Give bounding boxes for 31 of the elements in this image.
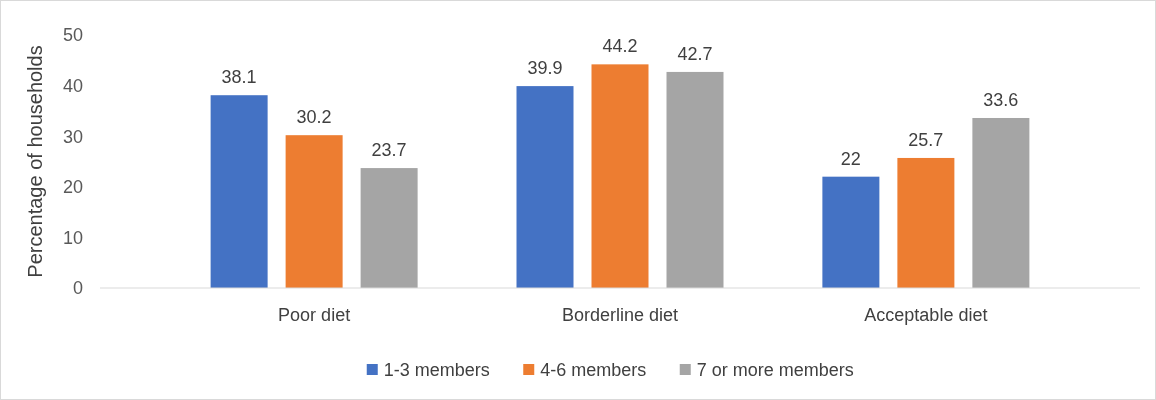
legend-label: 4-6 members: [540, 360, 647, 381]
x-tick-label: Poor diet: [278, 305, 351, 325]
y-tick-label: 20: [62, 177, 83, 198]
data-label: 30.2: [296, 107, 332, 128]
bar: [360, 168, 418, 288]
data-label: 42.7: [677, 43, 713, 64]
bar: [591, 64, 649, 288]
bar: [897, 157, 955, 288]
y-tick-label: 40: [62, 75, 83, 96]
y-tick-label: 30: [62, 126, 83, 147]
y-tick-label: 50: [62, 25, 83, 46]
data-label: 38.1: [221, 67, 257, 88]
legend-label: 7 or more members: [696, 360, 854, 381]
legend-label: 1-3 members: [383, 360, 490, 381]
bar: [666, 71, 724, 288]
y-axis-title: Percentage of households: [24, 45, 46, 278]
data-label: 44.2: [602, 36, 638, 57]
y-tick-label: 10: [62, 227, 83, 248]
data-label: 25.7: [908, 129, 944, 150]
bar: [972, 117, 1030, 288]
bar: [285, 135, 343, 288]
bar: [822, 176, 880, 288]
data-label: 39.9: [527, 58, 563, 79]
y-tick-label: 0: [72, 278, 83, 299]
data-label: 33.6: [983, 89, 1019, 110]
x-tick-label: Acceptable diet: [864, 305, 988, 325]
data-label: 22: [840, 148, 861, 169]
bar: [516, 86, 574, 288]
bar: [210, 95, 268, 288]
data-label: 23.7: [371, 140, 407, 161]
x-tick-label: Borderline diet: [561, 305, 679, 325]
